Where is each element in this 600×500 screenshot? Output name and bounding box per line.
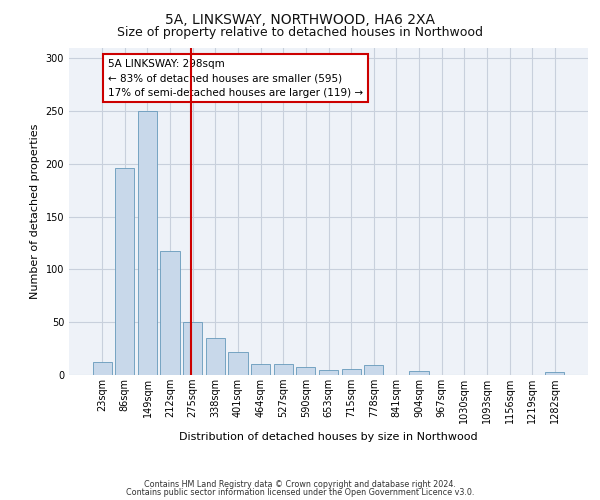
Bar (545, 372, 565, 375)
Text: Size of property relative to detached houses in Northwood: Size of property relative to detached ho… (117, 26, 483, 39)
Bar (229, 352, 248, 375)
Bar (138, 111, 157, 375)
Y-axis label: Number of detached properties: Number of detached properties (30, 124, 40, 299)
Bar (296, 366, 316, 375)
Bar (341, 368, 361, 375)
X-axis label: Distribution of detached houses by size in Northwood: Distribution of detached houses by size … (179, 432, 478, 442)
Bar (364, 366, 383, 375)
Text: Contains public sector information licensed under the Open Government Licence v3: Contains public sector information licen… (126, 488, 474, 497)
Bar (160, 252, 180, 375)
Bar (251, 364, 270, 375)
Bar (183, 322, 202, 375)
Text: Contains HM Land Registry data © Crown copyright and database right 2024.: Contains HM Land Registry data © Crown c… (144, 480, 456, 489)
Bar (319, 370, 338, 375)
Bar (115, 168, 134, 375)
Text: 5A LINKSWAY: 298sqm
← 83% of detached houses are smaller (595)
17% of semi-detac: 5A LINKSWAY: 298sqm ← 83% of detached ho… (108, 59, 363, 98)
Text: 5A, LINKSWAY, NORTHWOOD, HA6 2XA: 5A, LINKSWAY, NORTHWOOD, HA6 2XA (165, 12, 435, 26)
Bar (274, 364, 293, 375)
Bar (206, 338, 225, 375)
Bar (409, 371, 428, 375)
Bar (92, 362, 112, 375)
